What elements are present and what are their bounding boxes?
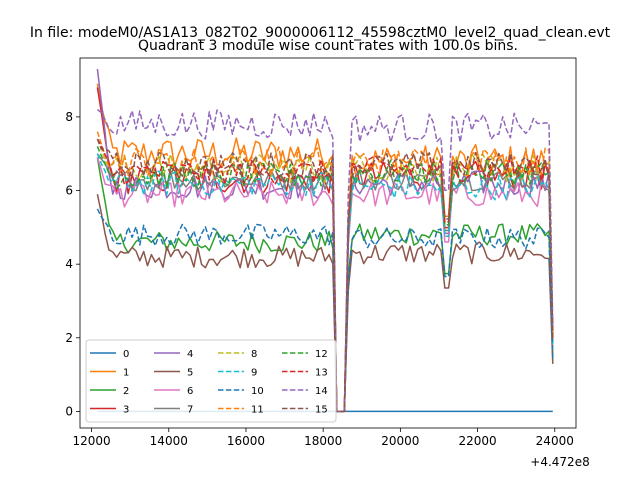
legend-label-10: 10 (251, 386, 264, 397)
x-tick-label: 20000 (381, 434, 419, 448)
x-tick-label: 16000 (227, 434, 265, 448)
series-line-9 (96, 153, 554, 413)
legend-label-5: 5 (187, 368, 193, 379)
series-line-12 (96, 146, 554, 413)
series-line-7 (96, 153, 554, 413)
legend-label-7: 7 (187, 405, 193, 416)
chart-title: Quadrant 3 module wise count rates with … (138, 38, 518, 54)
y-tick-label: 2 (65, 331, 73, 345)
y-axis: 0 2 4 6 8 (65, 110, 80, 418)
x-tick-label: 22000 (458, 434, 496, 448)
legend-label-12: 12 (315, 349, 328, 360)
y-tick-label: 8 (65, 110, 73, 124)
series-line-2 (96, 157, 554, 413)
series-line-10 (96, 208, 554, 413)
legend-label-14: 14 (315, 386, 328, 397)
legend-label-9: 9 (251, 368, 257, 379)
x-tick-label: 18000 (304, 434, 342, 448)
legend-label-11: 11 (251, 405, 264, 416)
x-tick-label: 12000 (72, 434, 110, 448)
legend-label-0: 0 (123, 349, 129, 360)
legend-label-3: 3 (123, 405, 129, 416)
series-line-14 (96, 108, 554, 413)
x-tick-label: 14000 (150, 434, 188, 448)
y-tick-label: 0 (65, 404, 73, 418)
legend-label-2: 2 (123, 386, 129, 397)
series-layer (96, 68, 554, 413)
legend-box (85, 339, 337, 423)
legend-label-1: 1 (123, 368, 129, 379)
x-offset-label: +4.472e8 (530, 455, 589, 469)
y-tick-label: 4 (65, 257, 73, 271)
legend-label-8: 8 (251, 349, 257, 360)
series-line-15 (96, 138, 554, 413)
figure-suptitle: In file: modeM0/AS1A13_082T02_9000006112… (30, 25, 611, 41)
legend-label-4: 4 (187, 349, 193, 360)
legend-label-15: 15 (315, 405, 328, 416)
series-line-13 (96, 138, 554, 413)
x-axis: 12000 14000 16000 18000 20000 22000 24000 (72, 428, 574, 448)
x-tick-label: 24000 (536, 434, 574, 448)
series-line-6 (96, 157, 554, 413)
axes-frame (79, 57, 577, 429)
legend-label-13: 13 (315, 368, 328, 379)
y-tick-label: 6 (65, 184, 73, 198)
legend-label-6: 6 (187, 386, 193, 397)
series-line-11 (96, 131, 554, 413)
